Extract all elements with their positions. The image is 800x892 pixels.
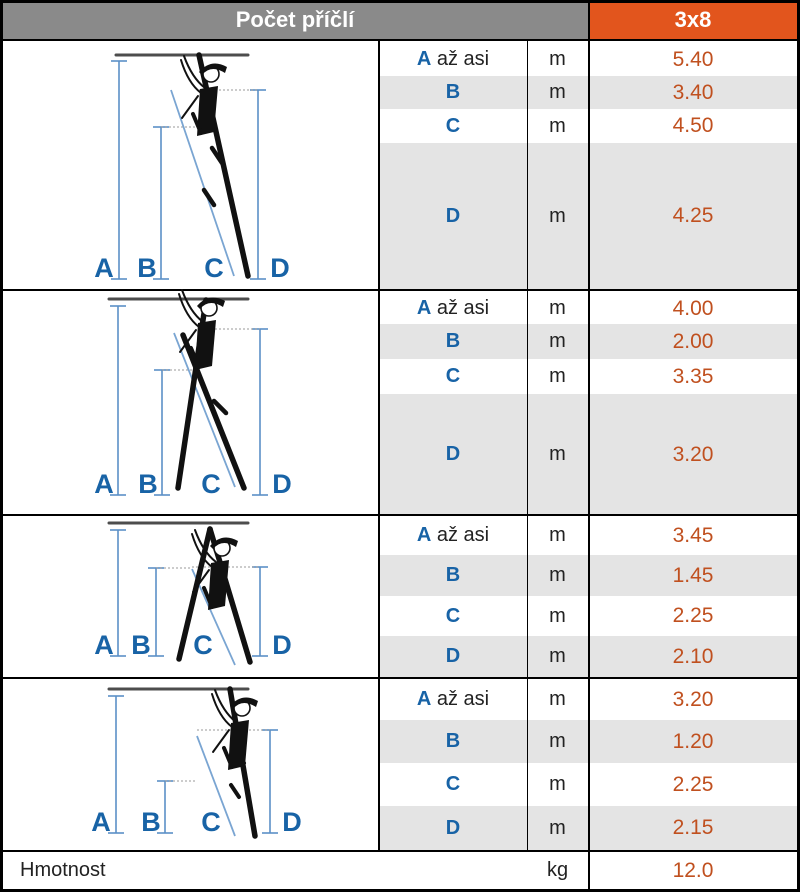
svg-text:A: A	[94, 630, 114, 660]
svg-text:B: B	[131, 630, 151, 660]
svg-text:B: B	[138, 469, 158, 499]
svg-text:A: A	[94, 469, 114, 499]
svg-text:C: C	[201, 469, 221, 499]
svg-text:C: C	[193, 630, 213, 660]
svg-text:D: D	[282, 807, 302, 837]
svg-text:C: C	[204, 253, 224, 283]
svg-text:B: B	[137, 253, 157, 283]
svg-text:A: A	[94, 253, 114, 283]
svg-text:A: A	[91, 807, 111, 837]
svg-text:B: B	[141, 807, 161, 837]
svg-text:C: C	[201, 807, 221, 837]
svg-text:D: D	[272, 630, 292, 660]
svg-text:D: D	[270, 253, 290, 283]
svg-text:D: D	[272, 469, 292, 499]
